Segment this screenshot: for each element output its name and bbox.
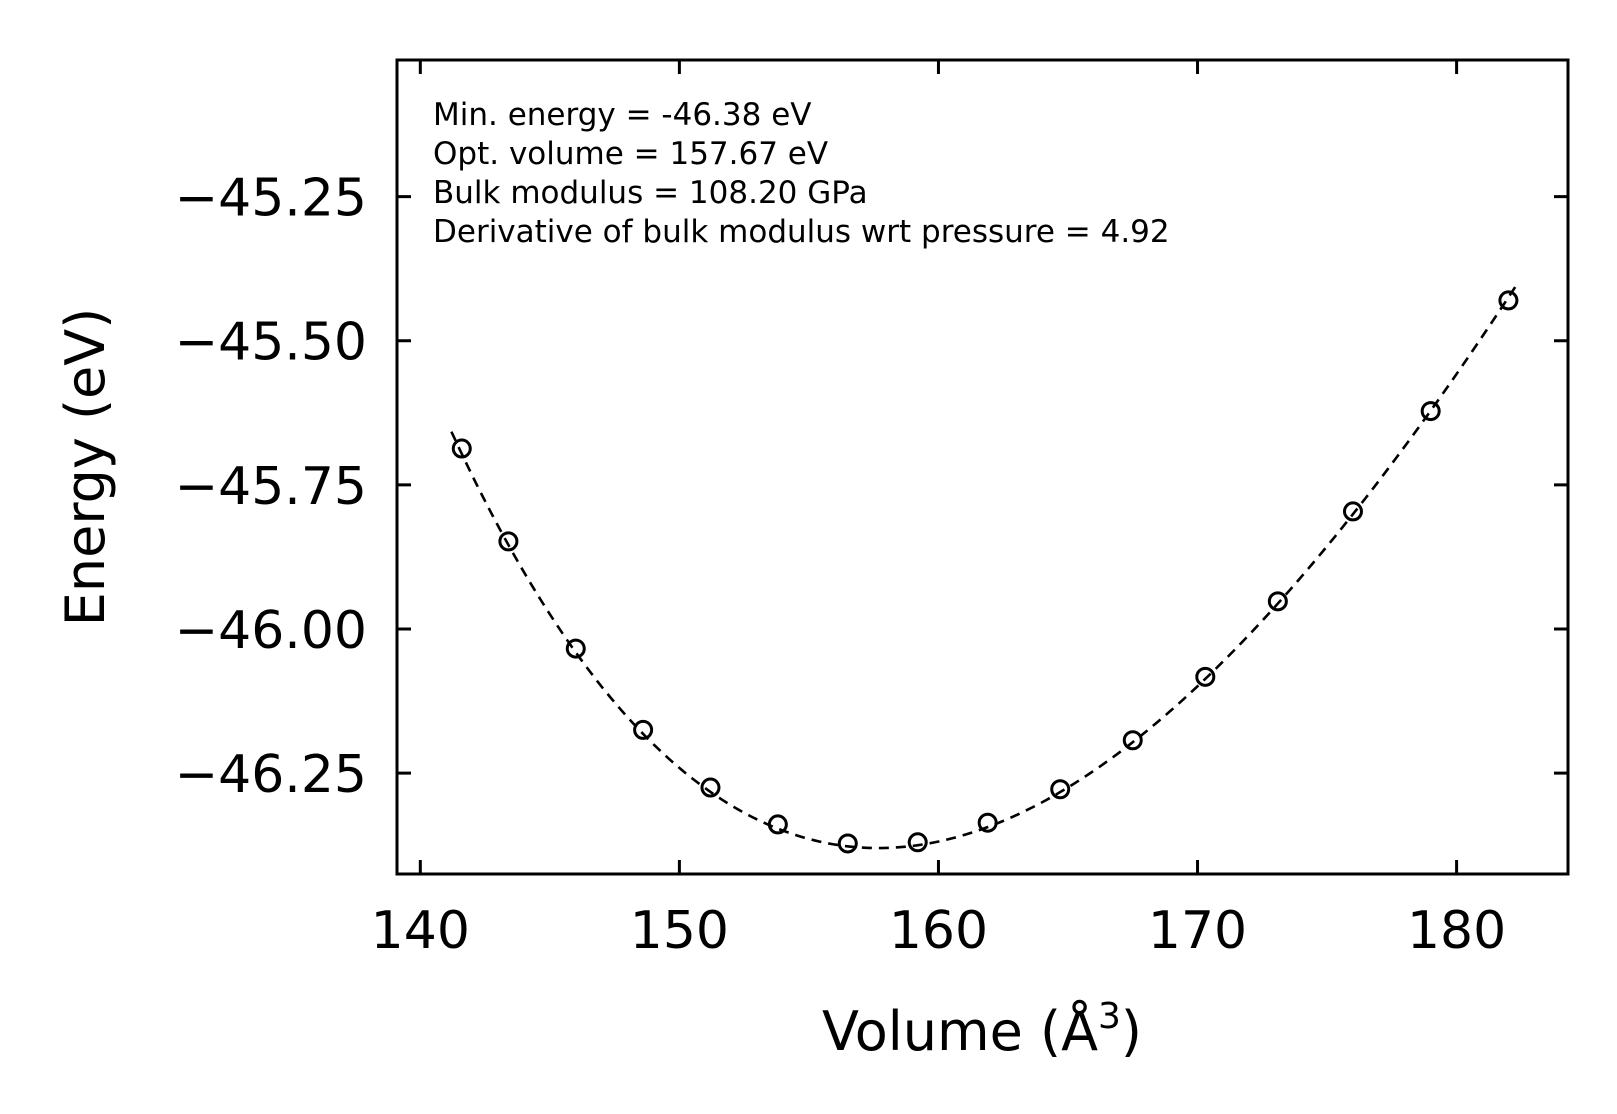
data-point: [1420, 401, 1441, 422]
fit-curve-line: [450, 284, 1518, 850]
data-point: [498, 531, 519, 552]
x-tick-label: 140: [371, 901, 470, 961]
annotation-box: Min. energy = -46.38 eV Opt. volume = 15…: [433, 97, 1170, 250]
data-point: [1050, 779, 1071, 800]
data-point: [633, 719, 654, 740]
y-tick-label: −45.75: [175, 457, 367, 517]
data-point: [767, 814, 788, 835]
x-axis-title-main: Volume (Å: [822, 999, 1098, 1063]
data-point: [451, 438, 472, 459]
annotation-min-energy: Min. energy = -46.38 eV: [433, 97, 811, 133]
tick-labels: 140 150 160 170 180 −45.25 −45.50 −45.75 −46.00 −…: [175, 169, 1507, 961]
y-tick-label: −45.50: [175, 313, 367, 373]
data-point: [1122, 730, 1143, 751]
data-point: [837, 833, 858, 854]
x-tick-label: 170: [1148, 901, 1247, 961]
annotation-bulk-modulus-derivative: Derivative of bulk modulus wrt pressure …: [433, 214, 1170, 250]
data-point: [1195, 666, 1216, 687]
x-axis-title-superscript: 3: [1098, 996, 1121, 1037]
annotation-bulk-modulus: Bulk modulus = 108.20 GPa: [433, 175, 868, 211]
x-tick-label: 150: [630, 901, 729, 961]
x-tick-label: 180: [1407, 901, 1506, 961]
data-point: [1342, 501, 1363, 522]
x-axis-title-suffix: ): [1121, 1000, 1142, 1063]
data-point: [565, 638, 586, 659]
y-tick-label: −46.25: [175, 745, 367, 805]
data-point: [977, 812, 998, 833]
x-tick-label: 160: [889, 901, 988, 961]
data-point: [1267, 591, 1288, 612]
x-axis-title: Volume (Å3): [822, 996, 1142, 1063]
axis-ticks: [397, 60, 1568, 874]
annotation-opt-volume: Opt. volume = 157.67 eV: [433, 136, 828, 172]
y-tick-label: −45.25: [175, 169, 367, 229]
y-tick-label: −46.00: [175, 601, 367, 661]
data-point: [907, 832, 928, 853]
data-points: [451, 290, 1519, 854]
data-point: [700, 777, 721, 798]
y-axis-title: Energy (eV): [54, 308, 117, 627]
data-point: [1498, 290, 1519, 311]
plot-frame: [395, 58, 1570, 876]
